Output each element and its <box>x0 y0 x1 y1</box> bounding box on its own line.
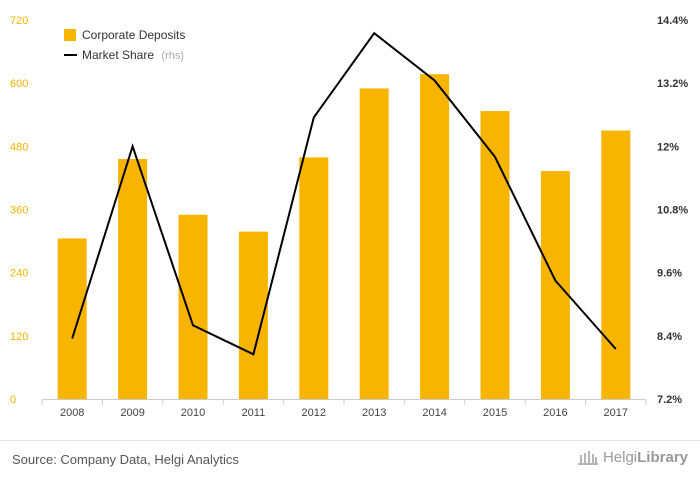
bar-corporate-deposits[interactable] <box>480 111 510 399</box>
logo-text-regular: Helgi <box>602 448 638 466</box>
legend-label-deposits: Corporate Deposits <box>82 28 185 42</box>
svg-text:Market Share (rhs): Market Share (rhs) <box>82 48 184 62</box>
helgi-library-logo[interactable]: HelgiLibrary <box>577 448 688 466</box>
bar-corporate-deposits[interactable] <box>118 158 148 399</box>
x-tick-label: 2011 <box>242 407 266 419</box>
legend: Corporate Deposits Market Share (rhs) <box>64 28 185 62</box>
x-tick-label: 2016 <box>543 407 567 419</box>
source-note: Source: Company Data, Helgi Analytics <box>12 452 239 467</box>
x-tick-label: 2012 <box>302 407 326 419</box>
x-tick-label: 2015 <box>483 407 507 419</box>
market-share-line <box>71 31 617 356</box>
bar-corporate-deposits[interactable] <box>57 238 87 399</box>
y-left-tick-label: 120 <box>10 331 28 343</box>
y-left-tick-label: 720 <box>10 15 28 27</box>
library-building-icon <box>577 451 598 465</box>
legend-label-share-suffix: (rhs) <box>161 50 184 62</box>
x-tick-label: 2017 <box>604 407 628 419</box>
y-left-tick-label: 240 <box>10 268 28 280</box>
y-right-tick-label: 8.4% <box>657 331 682 343</box>
logo-text-bold: Library <box>637 448 688 466</box>
bar-corporate-deposits[interactable] <box>420 74 450 400</box>
legend-label-share: Market Share <box>82 48 154 62</box>
y-right-tick-label: 7.2% <box>657 394 682 406</box>
bar-corporate-deposits[interactable] <box>540 171 570 399</box>
bar-corporate-deposits[interactable] <box>359 88 389 400</box>
bar-corporate-deposits[interactable] <box>178 214 208 399</box>
y-right-tick-label: 14.4% <box>657 15 688 27</box>
x-tick-label: 2008 <box>60 407 84 419</box>
x-tick-label: 2014 <box>422 407 446 419</box>
y-left-tick-label: 480 <box>10 141 28 153</box>
footer-divider <box>0 440 700 441</box>
x-tick-label: 2013 <box>362 407 386 419</box>
y-right-tick-label: 10.8% <box>657 205 688 217</box>
bar-corporate-deposits[interactable] <box>601 130 631 399</box>
y-right-tick-label: 9.6% <box>657 268 682 280</box>
y-left-tick-label: 360 <box>10 205 28 217</box>
x-tick-label: 2009 <box>120 407 144 419</box>
chart-canvas: 0 120 240 360 480 600 720 7.2% 8.4% 9.6% 10.8% 12%… <box>10 15 688 419</box>
y-left-tick-label: 0 <box>10 394 16 406</box>
y-right-tick-label: 12% <box>657 141 679 153</box>
y-left-tick-label: 600 <box>10 78 28 90</box>
x-tick-label: 2010 <box>181 407 205 419</box>
y-right-tick-label: 13.2% <box>657 78 688 90</box>
bar-corporate-deposits[interactable] <box>299 157 329 399</box>
legend-swatch-deposits <box>64 29 76 41</box>
